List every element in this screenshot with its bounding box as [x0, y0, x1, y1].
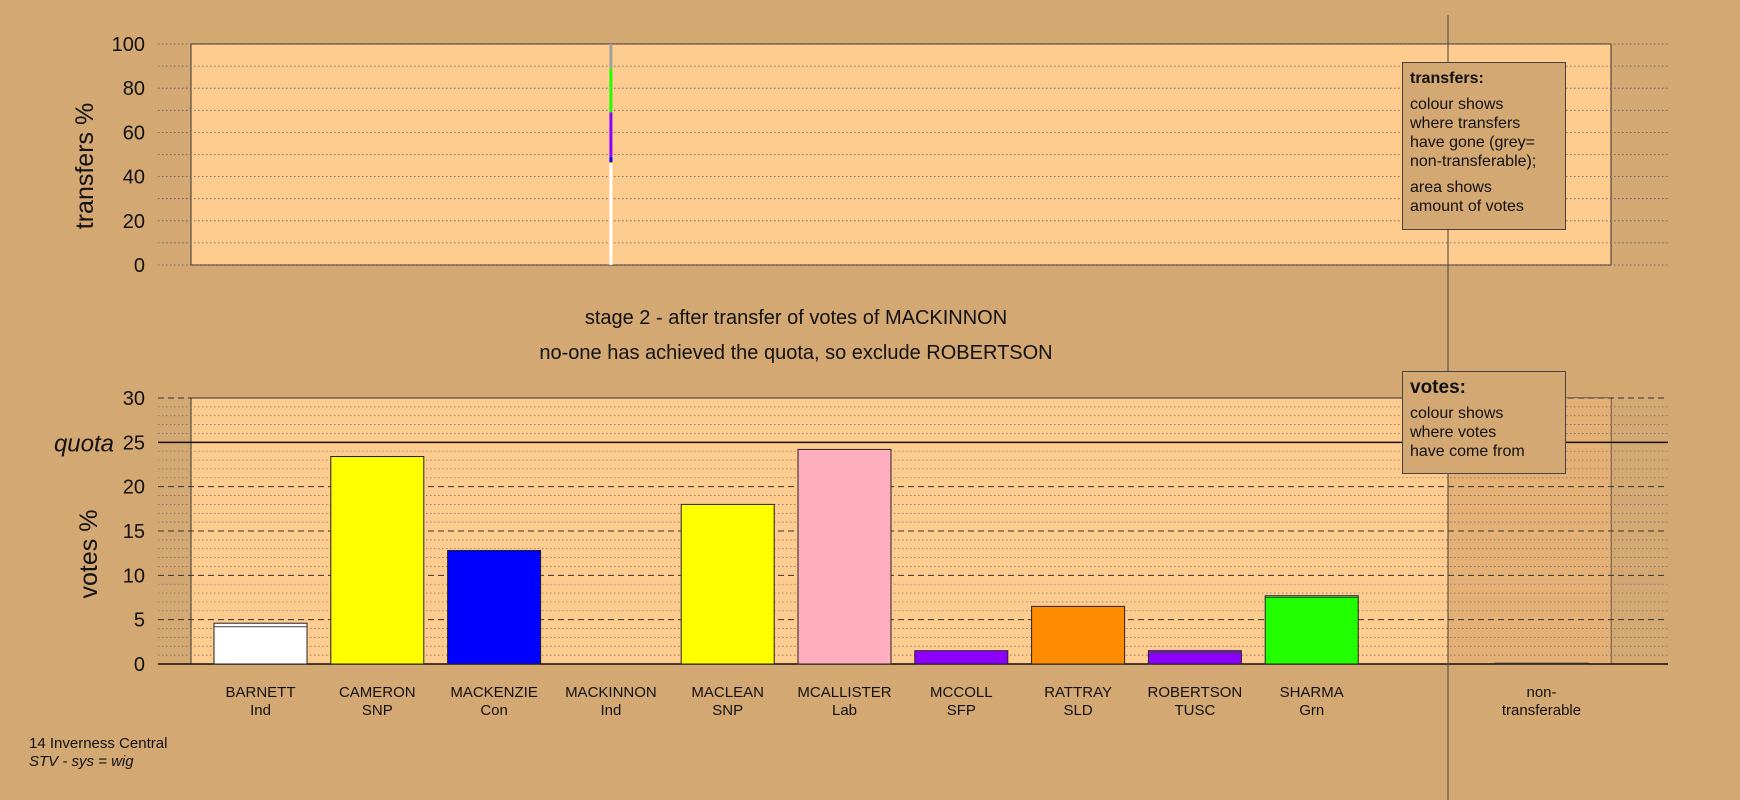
- transfer-segment: [609, 162, 613, 164]
- transfers-legend-text-2: area shows amount of votes: [1410, 178, 1558, 216]
- transfers-y-tick-label: 80: [123, 78, 145, 100]
- transfers-y-tick-label: 100: [112, 34, 145, 56]
- vote-bar: [1264, 595, 1359, 665]
- candidate-party-label: SNP: [712, 702, 743, 719]
- transfers-y-tick-label: 40: [123, 167, 145, 189]
- votes-y-axis-label: votes %: [75, 510, 103, 599]
- candidate-name-label: MACLEAN: [691, 684, 764, 701]
- legend-line: non-transferable);: [1410, 153, 1537, 170]
- legend-line: colour shows: [1410, 405, 1504, 422]
- candidate-name-label: MCCOLL: [930, 684, 993, 701]
- vote-bar: [797, 448, 892, 665]
- votes-legend: votes: colour shows where votes have com…: [1402, 371, 1566, 474]
- constituency-label: 14 Inverness Central: [29, 735, 168, 752]
- candidate-party-label: SLD: [1064, 702, 1093, 719]
- candidate-party-label: Lab: [832, 702, 857, 719]
- votes-y-tick-label: 25: [123, 432, 145, 454]
- legend-line: colour shows: [1410, 96, 1504, 113]
- nontransferable-label: non-: [1526, 684, 1556, 701]
- candidate-party-label: Con: [480, 702, 508, 719]
- footer: 14 Inverness Central STV - sys = wig: [29, 735, 167, 771]
- candidate-name-label: BARNETT: [225, 684, 295, 701]
- votes-y-tick-label: 30: [123, 388, 145, 410]
- transfers-y-tick-label: 0: [134, 255, 145, 277]
- quota-label: quota: [54, 430, 114, 457]
- transfers-legend: transfers: colour shows where transfers …: [1402, 62, 1566, 230]
- candidate-name-label: RATTRAY: [1044, 684, 1112, 701]
- nontransferable-label-2: transferable: [1502, 702, 1581, 719]
- candidate-party-label: SFP: [947, 702, 976, 719]
- candidate-party-label: Grn: [1299, 702, 1324, 719]
- legend-line: where votes: [1410, 424, 1497, 441]
- transfer-segment: [609, 68, 613, 113]
- candidate-name-label: MCALLISTER: [797, 684, 891, 701]
- candidate-party-label: TUSC: [1174, 702, 1215, 719]
- vote-bar: [213, 622, 308, 665]
- transfer-segment: [609, 163, 613, 265]
- candidate-name-label: CAMERON: [339, 684, 416, 701]
- vote-bar: [680, 503, 775, 665]
- transfers-y-tick-label: 60: [123, 122, 145, 144]
- candidate-name-label: ROBERTSON: [1148, 684, 1243, 701]
- vote-bar: [330, 456, 425, 665]
- system-label: STV - sys = wig: [29, 753, 134, 770]
- legend-line: area shows: [1410, 179, 1492, 196]
- votes-y-tick-label: 15: [123, 521, 145, 543]
- transfers-legend-text-1: colour shows where transfers have gone (…: [1410, 95, 1558, 171]
- votes-y-tick-label: 5: [134, 610, 145, 632]
- legend-line: where transfers: [1410, 115, 1521, 132]
- votes-y-tick-label: 0: [134, 654, 145, 676]
- legend-line: have gone (grey=: [1410, 134, 1535, 151]
- candidate-name-label: MACKENZIE: [450, 684, 538, 701]
- transfer-segment: [609, 112, 613, 157]
- transfers-y-axis-label: transfers %: [71, 103, 99, 229]
- stage-subtitle: no-one has achieved the quota, so exclud…: [539, 342, 1052, 364]
- transfer-segment: [609, 44, 613, 69]
- transfers-legend-title: transfers:: [1410, 70, 1484, 87]
- candidate-name-label: SHARMA: [1280, 684, 1344, 701]
- nontransferable-bar: [1494, 662, 1589, 665]
- vote-bar: [914, 650, 1009, 665]
- transfer-segment: [609, 156, 613, 163]
- votes-y-tick-label: 20: [123, 477, 145, 499]
- transfers-y-tick-label: 20: [123, 211, 145, 233]
- votes-legend-text: colour shows where votes have come from: [1410, 404, 1558, 461]
- candidate-party-label: Ind: [250, 702, 271, 719]
- vote-bar: [447, 550, 542, 665]
- candidate-party-label: Ind: [600, 702, 621, 719]
- votes-y-tick-label: 10: [123, 565, 145, 587]
- legend-line: have come from: [1410, 443, 1525, 460]
- vote-bar: [1031, 605, 1126, 665]
- vote-bar: [1147, 650, 1242, 665]
- legend-line: amount of votes: [1410, 198, 1524, 215]
- votes-legend-title: votes:: [1410, 377, 1466, 398]
- stage-title: stage 2 - after transfer of votes of MAC…: [585, 307, 1007, 329]
- candidate-party-label: SNP: [362, 702, 393, 719]
- candidate-name-label: MACKINNON: [565, 684, 657, 701]
